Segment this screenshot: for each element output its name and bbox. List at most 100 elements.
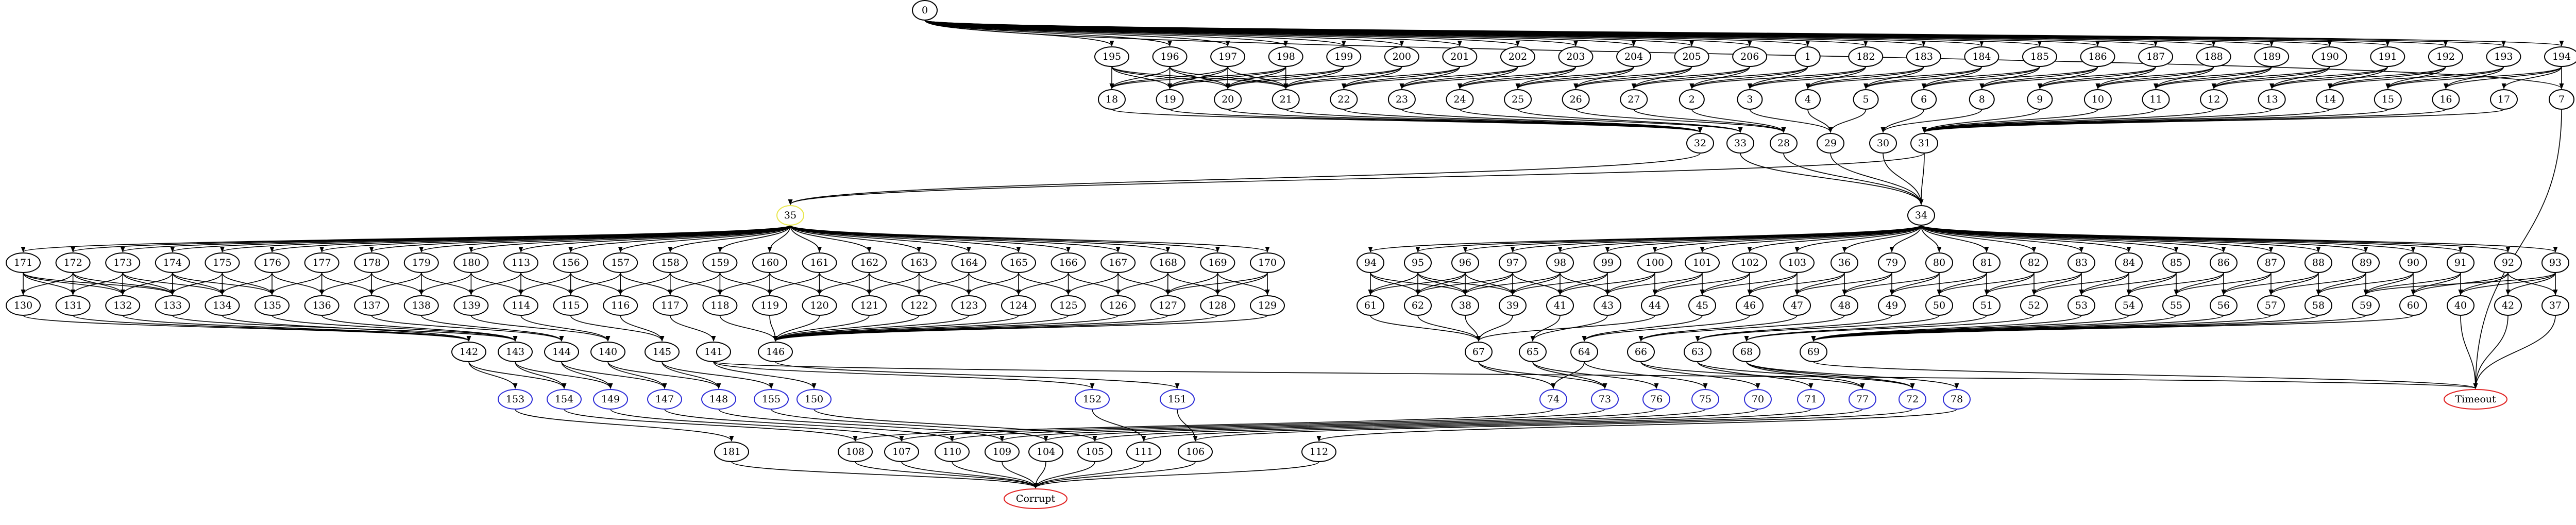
edge-66-to-70 <box>1640 361 1760 389</box>
edge-143-to-154 <box>515 361 567 389</box>
edge-203-to-24 <box>1458 66 1577 90</box>
edge-193-to-15 <box>2385 66 2504 90</box>
node-ellipse <box>838 442 873 462</box>
node-77: 77 <box>1849 389 1876 410</box>
edge-34-to-84 <box>1921 225 2131 253</box>
node-15: 15 <box>2374 89 2402 110</box>
node-label: 43 <box>1601 300 1614 311</box>
node-ellipse <box>1817 133 1844 154</box>
node-200: 200 <box>1384 46 1419 67</box>
edge-37-to-Timeout <box>2473 315 2556 389</box>
node-ellipse <box>1250 295 1285 316</box>
edge-123-to-146 <box>773 315 970 342</box>
node-47: 47 <box>1783 295 1811 316</box>
node-ellipse <box>696 342 731 362</box>
node-label: 99 <box>1601 257 1614 268</box>
node-171: 171 <box>6 252 41 273</box>
node-ellipse <box>1500 46 1535 67</box>
node-91: 91 <box>2447 252 2475 273</box>
node-21: 21 <box>1272 89 1300 110</box>
edge-174-to-132 <box>120 272 173 296</box>
node-ellipse <box>901 295 937 316</box>
node-label: 168 <box>1159 257 1177 268</box>
node-23: 23 <box>1387 89 1416 110</box>
node-label: 12 <box>2208 94 2220 105</box>
edge-34-to-89 <box>1921 225 2368 253</box>
node-label: 8 <box>1979 94 1985 105</box>
edge-70-to-104 <box>1043 409 1758 442</box>
node-ellipse <box>1848 46 1884 67</box>
edge-138-to-144 <box>421 315 564 342</box>
node-ellipse <box>105 252 141 273</box>
node-162: 162 <box>852 252 887 273</box>
node-6: 6 <box>1911 89 1937 110</box>
node-label: 84 <box>2123 257 2135 268</box>
node-ellipse <box>1028 442 1063 462</box>
node-label: 105 <box>1086 446 1104 458</box>
node-17: 17 <box>2490 89 2518 110</box>
node-ellipse <box>105 295 141 316</box>
node-label: 27 <box>1628 94 1640 105</box>
node-57: 57 <box>2257 295 2285 316</box>
edge-163-to-121 <box>867 272 920 296</box>
edge-88-to-57 <box>2268 272 2319 296</box>
node-label: 57 <box>2265 300 2277 311</box>
node-ellipse <box>1004 488 1067 509</box>
node-label: 117 <box>661 300 680 311</box>
edge-45-to-64 <box>1582 315 1703 342</box>
edge-89-to-58 <box>2316 272 2366 296</box>
node-label: 83 <box>2075 257 2088 268</box>
node-125: 125 <box>1050 295 1086 316</box>
node-label: 125 <box>1059 300 1077 311</box>
node-ellipse <box>205 295 240 316</box>
edge-136-to-143 <box>321 315 518 342</box>
edge-176-to-134 <box>219 272 273 296</box>
node-ellipse <box>2447 252 2475 273</box>
node-ellipse <box>1150 252 1185 273</box>
node-label: 175 <box>213 257 231 268</box>
node-ellipse <box>1688 295 1716 316</box>
edge-153-to-181 <box>515 409 734 442</box>
node-ellipse <box>1465 342 1493 362</box>
node-51: 51 <box>1973 295 2001 316</box>
edge-98-to-39 <box>1510 272 1561 296</box>
node-label: 112 <box>1310 446 1328 458</box>
edge-185-to-6 <box>1921 66 2040 90</box>
edge-99-to-41 <box>1557 272 1608 296</box>
edge-100-to-43 <box>1605 272 1655 296</box>
edge-80-to-48 <box>1842 272 1940 296</box>
edge-96-to-61 <box>1368 272 1466 296</box>
node-196: 196 <box>1152 46 1188 67</box>
node-ellipse <box>701 389 736 410</box>
node-label: 70 <box>1752 394 1764 405</box>
edge-119-to-146 <box>769 315 778 342</box>
node-label: 162 <box>860 257 878 268</box>
node-ellipse <box>2304 295 2332 316</box>
node-label: 150 <box>805 394 823 405</box>
edge-206-to-26 <box>1573 66 1750 90</box>
node-122: 122 <box>901 295 937 316</box>
edge-145-to-155 <box>662 361 774 389</box>
edge-71-to-105 <box>1092 409 1811 442</box>
node-label: 35 <box>784 210 796 221</box>
node-label: 55 <box>2170 300 2182 311</box>
node-label: 193 <box>2494 51 2513 62</box>
node-12: 12 <box>2200 89 2228 110</box>
node-ellipse <box>1732 46 1768 67</box>
edge-23-to-32 <box>1401 109 1703 133</box>
node-156: 156 <box>553 252 588 273</box>
node-label: 91 <box>2454 257 2467 268</box>
node-label: 56 <box>2217 300 2230 311</box>
node-62: 62 <box>1404 295 1432 316</box>
node-150: 150 <box>796 389 832 410</box>
node-ellipse <box>752 252 787 273</box>
node-label: 46 <box>1743 300 1756 311</box>
node-ellipse <box>1797 389 1825 410</box>
node-32: 32 <box>1686 133 1714 154</box>
node-130: 130 <box>6 295 41 316</box>
node-label: 132 <box>113 300 132 311</box>
node-ellipse <box>1726 133 1754 154</box>
node-ellipse <box>2352 295 2380 316</box>
node-label: 61 <box>1364 300 1377 311</box>
